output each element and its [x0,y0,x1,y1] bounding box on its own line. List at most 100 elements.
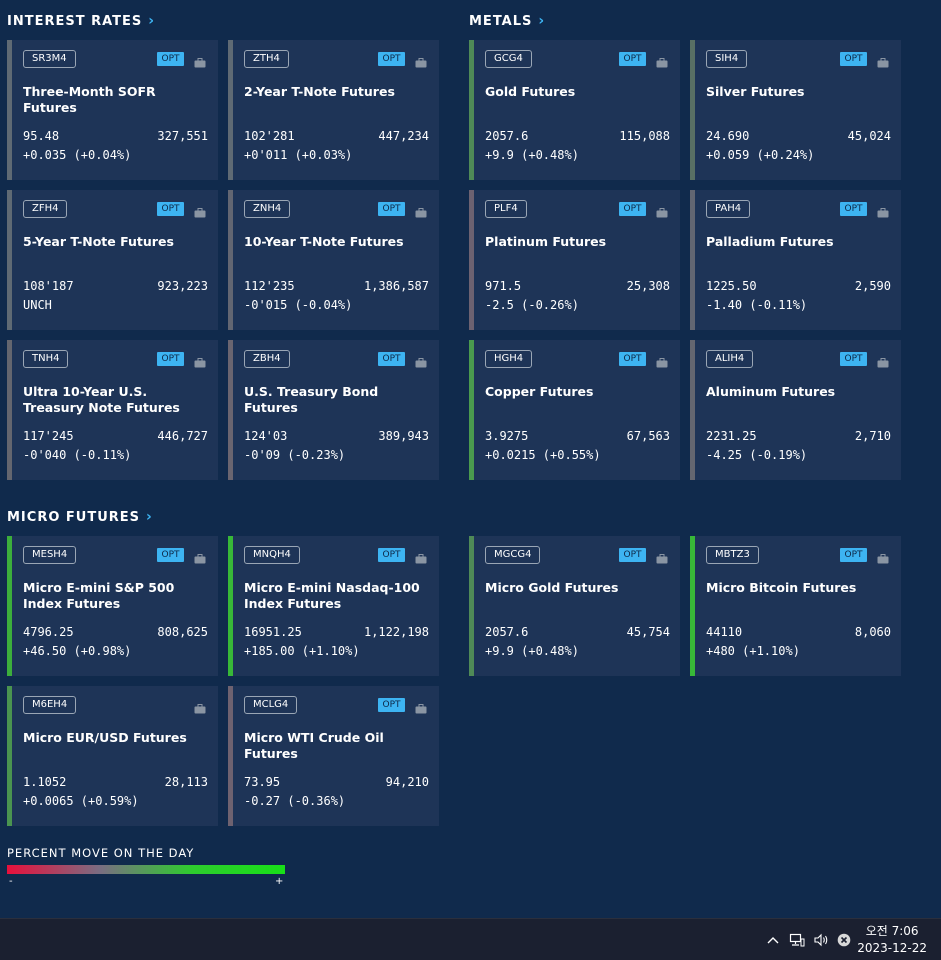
price-change: +0.035 (+0.04%) [23,148,132,162]
options-badge[interactable]: OPT [619,548,646,562]
briefcase-icon[interactable] [877,353,889,368]
symbol-badge: ZFH4 [23,200,68,218]
futures-card-zbh4[interactable]: ZBH4 OPT U.S. Treasury Bond Futures 124'03 3… [228,340,439,480]
price-change: +9.9 (+0.48%) [485,148,579,162]
legend-plus-label: + [275,876,284,887]
briefcase-icon[interactable] [194,203,206,218]
futures-card-hgh4[interactable]: HGH4 OPT Copper Futures 3.9275 67,563 +0.0215… [469,340,680,480]
section-micro-futures[interactable]: MICRO FUTURES › [7,509,153,525]
briefcase-icon[interactable] [415,699,427,714]
futures-card-mclg4[interactable]: MCLG4 OPT Micro WTI Crude Oil Futures 73.95… [228,686,439,826]
futures-card-mesh4[interactable]: MESH4 OPT Micro E-mini S&P 500 Index Futur… [7,536,218,676]
briefcase-icon[interactable] [415,203,427,218]
futures-card-tnh4[interactable]: TNH4 OPT Ultra 10-Year U.S. Treasury Note … [7,340,218,480]
volume: 28,113 [164,775,208,789]
briefcase-icon[interactable] [656,203,668,218]
volume: 25,308 [626,279,670,293]
price-change: -0'040 (-0.11%) [23,448,132,462]
briefcase-icon[interactable] [877,53,889,68]
volume: 67,563 [626,429,670,443]
symbol-badge: MESH4 [23,546,77,564]
options-badge[interactable]: OPT [378,548,405,562]
briefcase-icon[interactable] [877,203,889,218]
options-badge[interactable]: OPT [378,52,405,66]
options-badge[interactable]: OPT [378,202,405,216]
volume-icon[interactable] [811,919,831,960]
options-badge[interactable]: OPT [157,548,184,562]
futures-card-mnqh4[interactable]: MNQH4 OPT Micro E-mini Nasdaq-100 Index Fu… [228,536,439,676]
briefcase-icon[interactable] [415,549,427,564]
futures-card-plf4[interactable]: PLF4 OPT Platinum Futures 971.5 25,308 -2.5 (… [469,190,680,330]
symbol-badge: PLF4 [485,200,527,218]
close-circle-icon[interactable] [835,919,853,960]
price-change: +0.059 (+0.24%) [706,148,815,162]
price-change: +0.0215 (+0.55%) [485,448,601,462]
contract-name: Micro WTI Crude Oil Futures [244,730,384,761]
volume: 1,386,587 [363,279,429,293]
options-badge[interactable]: OPT [840,352,867,366]
futures-card-pah4[interactable]: PAH4 OPT Palladium Futures 1225.50 2,590 -1.4… [690,190,901,330]
briefcase-icon[interactable] [656,53,668,68]
briefcase-icon[interactable] [194,699,206,714]
price-change: +0'011 (+0.03%) [244,148,353,162]
options-badge[interactable]: OPT [157,52,184,66]
volume: 2,710 [854,429,891,443]
options-badge[interactable]: OPT [840,548,867,562]
price-change: +46.50 (+0.98%) [23,644,132,658]
contract-name: Gold Futures [485,84,576,99]
volume: 446,727 [157,429,208,443]
last-price: 124'03 [244,429,288,443]
briefcase-icon[interactable] [656,549,668,564]
briefcase-icon[interactable] [194,353,206,368]
last-price: 112'235 [244,279,295,293]
section-metals[interactable]: METALS › [469,13,545,29]
futures-card-mgcg4[interactable]: MGCG4 OPT Micro Gold Futures 2057.6 45,754 +9… [469,536,680,676]
contract-name: Micro E-mini S&P 500 Index Futures [23,580,175,611]
last-price: 16951.25 [244,625,302,639]
options-badge[interactable]: OPT [619,52,646,66]
futures-card-zfh4[interactable]: ZFH4 OPT 5-Year T-Note Futures 108'187 923,2… [7,190,218,330]
last-price: 2057.6 [485,129,529,143]
contract-name: Silver Futures [706,84,805,99]
symbol-badge: ZTH4 [244,50,289,68]
futures-card-m6eh4[interactable]: M6EH4 Micro EUR/USD Futures 1.1052 28,113 +0… [7,686,218,826]
last-price: 108'187 [23,279,74,293]
options-badge[interactable]: OPT [157,352,184,366]
chevron-up-icon[interactable] [764,919,782,960]
contract-name: 2-Year T-Note Futures [244,84,395,99]
briefcase-icon[interactable] [415,353,427,368]
options-badge[interactable]: OPT [157,202,184,216]
system-clock[interactable]: 오전 7:06 2023-12-22 [857,923,927,957]
futures-card-zth4[interactable]: ZTH4 OPT 2-Year T-Note Futures 102'281 447,2… [228,40,439,180]
network-icon[interactable] [787,919,807,960]
price-change: -1.40 (-0.11%) [706,298,808,312]
volume: 8,060 [854,625,891,639]
futures-card-alih4[interactable]: ALIH4 OPT Aluminum Futures 2231.25 2,710 -4.2… [690,340,901,480]
briefcase-icon[interactable] [656,353,668,368]
briefcase-icon[interactable] [194,53,206,68]
options-badge[interactable]: OPT [378,352,405,366]
price-change: +185.00 (+1.10%) [244,644,360,658]
symbol-badge: ZNH4 [244,200,291,218]
options-badge[interactable]: OPT [378,698,405,712]
section-interest-rates[interactable]: INTEREST RATES › [7,13,155,29]
futures-card-sr3m4[interactable]: SR3M4 OPT Three-Month SOFR Futures 95.48 327… [7,40,218,180]
options-badge[interactable]: OPT [619,202,646,216]
last-price: 1.1052 [23,775,67,789]
last-price: 2057.6 [485,625,529,639]
price-change: -0'09 (-0.23%) [244,448,346,462]
futures-card-gcg4[interactable]: GCG4 OPT Gold Futures 2057.6 115,088 +9.9 (+0… [469,40,680,180]
futures-card-znh4[interactable]: ZNH4 OPT 10-Year T-Note Futures 112'235 1,38… [228,190,439,330]
options-badge[interactable]: OPT [840,202,867,216]
contract-name: 10-Year T-Note Futures [244,234,404,249]
symbol-badge: ZBH4 [244,350,290,368]
options-badge[interactable]: OPT [840,52,867,66]
symbol-badge: TNH4 [23,350,69,368]
briefcase-icon[interactable] [194,549,206,564]
futures-card-sih4[interactable]: SIH4 OPT Silver Futures 24.690 45,024 +0.059 … [690,40,901,180]
options-badge[interactable]: OPT [619,352,646,366]
volume: 923,223 [157,279,208,293]
briefcase-icon[interactable] [877,549,889,564]
briefcase-icon[interactable] [415,53,427,68]
futures-card-mbtz3[interactable]: MBTZ3 OPT Micro Bitcoin Futures 44110 8,060 +… [690,536,901,676]
